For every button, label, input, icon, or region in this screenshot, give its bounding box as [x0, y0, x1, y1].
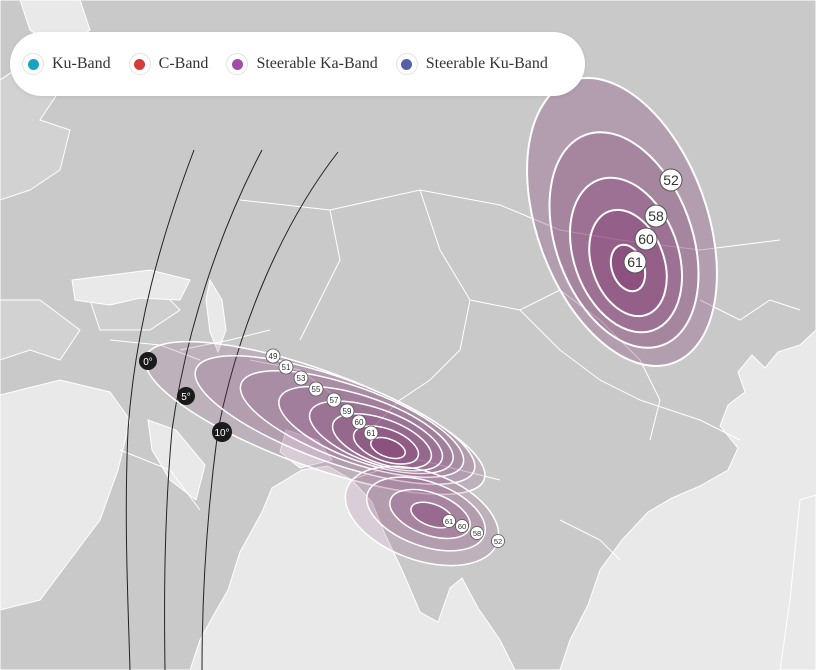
svg-text:57: 57	[330, 396, 339, 405]
legend-label: Ku-Band	[52, 55, 111, 72]
svg-text:60: 60	[458, 522, 466, 531]
svg-text:5°: 5°	[181, 392, 191, 403]
contour-label: 61	[442, 514, 456, 528]
contour-labels-middle-east: 49 51 53 55 57 59 60 61	[265, 348, 379, 441]
svg-text:60: 60	[355, 418, 364, 427]
svg-text:61: 61	[445, 517, 453, 526]
contour-label: 59	[339, 403, 355, 419]
contour-label: 61	[363, 425, 379, 441]
svg-text:61: 61	[627, 254, 643, 270]
contour-label: 61	[623, 250, 647, 274]
contour-label: 58	[644, 204, 668, 228]
contour-label: 58	[470, 526, 484, 540]
svg-text:53: 53	[297, 374, 306, 383]
legend-item-steerable-ka-band[interactable]: Steerable Ka-Band	[226, 53, 378, 75]
svg-text:49: 49	[269, 352, 278, 361]
svg-text:59: 59	[343, 407, 352, 416]
svg-text:51: 51	[282, 363, 291, 372]
beam-east-asia[interactable]	[491, 52, 753, 392]
legend-label: Steerable Ka-Band	[256, 55, 378, 72]
legend: Ku-Band C-Band Steerable Ka-Band Steerab…	[10, 32, 585, 96]
svg-text:58: 58	[648, 208, 664, 224]
legend-label: C-Band	[158, 55, 209, 72]
legend-item-steerable-ku-band[interactable]: Steerable Ku-Band	[395, 53, 548, 75]
svg-text:55: 55	[312, 385, 321, 394]
circle-dot-icon	[128, 53, 151, 75]
elevation-markers: 0° 5° 10°	[139, 352, 232, 442]
legend-item-ku-band[interactable]: Ku-Band	[22, 53, 111, 75]
contour-label: 51	[278, 359, 294, 375]
svg-text:52: 52	[663, 172, 679, 188]
contour-label: 60	[455, 519, 469, 533]
svg-text:61: 61	[367, 429, 376, 438]
circle-dot-icon	[395, 53, 418, 75]
circle-dot-icon	[22, 53, 44, 75]
contour-label: 52	[491, 534, 505, 548]
svg-text:60: 60	[638, 231, 654, 247]
legend-item-c-band[interactable]: C-Band	[128, 53, 209, 75]
contour-label: 55	[308, 381, 324, 397]
elevation-marker: 0°	[139, 352, 157, 370]
svg-text:0°: 0°	[143, 357, 153, 368]
svg-text:58: 58	[473, 529, 481, 538]
contour-label: 53	[293, 370, 309, 386]
circle-dot-icon	[226, 53, 249, 75]
country-borders	[109, 189, 801, 561]
legend-label: Steerable Ku-Band	[425, 55, 548, 72]
svg-text:52: 52	[494, 537, 502, 546]
contour-label: 60	[351, 414, 367, 430]
svg-text:10°: 10°	[214, 428, 229, 439]
contour-label: 60	[634, 227, 658, 251]
contour-label: 52	[659, 168, 683, 192]
contour-label: 57	[326, 392, 342, 408]
elevation-marker: 5°	[177, 387, 195, 405]
elevation-marker: 10°	[212, 422, 232, 442]
contour-labels-south-india: 61 60 58 52	[442, 514, 505, 548]
contour-label: 49	[265, 348, 281, 364]
contour-labels-east-asia: 52 58 60 61	[623, 168, 683, 274]
